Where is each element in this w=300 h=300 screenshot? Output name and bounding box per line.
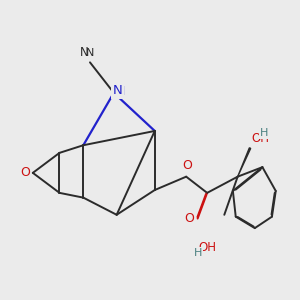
Text: O: O xyxy=(184,212,194,225)
Text: O: O xyxy=(20,167,30,179)
Text: N: N xyxy=(112,84,122,97)
Text: N: N xyxy=(116,85,125,98)
Text: N: N xyxy=(80,46,88,59)
Text: O: O xyxy=(183,159,193,172)
Text: N: N xyxy=(86,48,94,58)
Text: H: H xyxy=(260,128,269,138)
Text: OH: OH xyxy=(251,132,269,145)
Text: H: H xyxy=(194,248,202,258)
Text: OH: OH xyxy=(199,242,217,254)
Polygon shape xyxy=(238,148,251,177)
